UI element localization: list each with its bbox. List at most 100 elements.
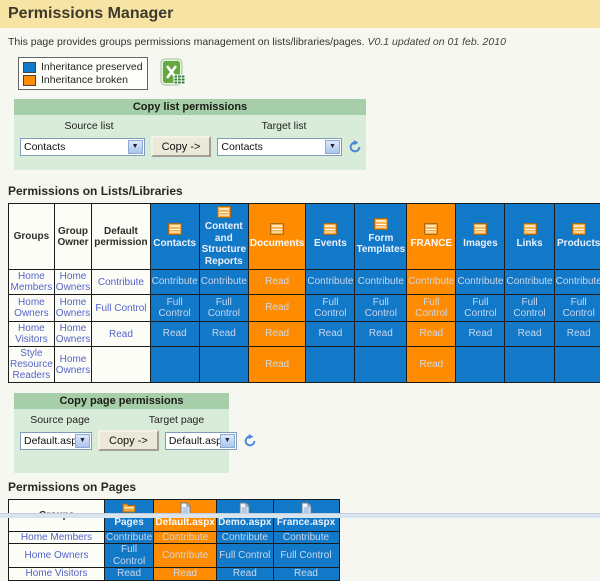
source-list-value: Contacts bbox=[21, 141, 128, 153]
permission-cell: Contribute bbox=[150, 270, 199, 295]
source-page-value: Default.aspx bbox=[21, 435, 75, 447]
default-permission-cell: Full Control bbox=[92, 295, 150, 322]
permission-cell: Contribute bbox=[306, 270, 355, 295]
refresh-icon[interactable] bbox=[348, 140, 362, 154]
group-link[interactable]: Home Visitors bbox=[15, 323, 48, 345]
legend-item-preserved: Inheritance preserved bbox=[23, 61, 143, 73]
copy-list-permissions-panel: Copy list permissions Source list Target… bbox=[14, 99, 366, 170]
page-description: This page provides groups permissions ma… bbox=[8, 36, 600, 48]
table-row: Home Owners Full Control Contribute Full… bbox=[9, 544, 340, 568]
panel-title: Copy page permissions bbox=[14, 393, 229, 409]
target-list-dropdown[interactable]: Contacts ▼ bbox=[217, 138, 342, 156]
target-page-dropdown[interactable]: Default.aspx ▼ bbox=[165, 432, 237, 450]
permission-cell bbox=[150, 347, 199, 383]
permission-cell: Contribute bbox=[105, 531, 154, 544]
owner-link[interactable]: Home Owners bbox=[56, 354, 90, 376]
table-row: Home Members Contribute Contribute Contr… bbox=[9, 531, 340, 544]
lists-permissions-table: Groups Group Owner Default permission Co… bbox=[8, 203, 600, 383]
target-list-label: Target list bbox=[214, 120, 354, 132]
owner-link[interactable]: Home Owners bbox=[56, 297, 90, 319]
permission-cell: Read bbox=[505, 322, 554, 347]
list-icon bbox=[152, 223, 198, 237]
permission-cell: Contribute bbox=[273, 531, 339, 544]
owner-link[interactable]: Home Owners bbox=[56, 323, 90, 345]
group-link[interactable]: Home Visitors bbox=[25, 568, 87, 579]
source-list-dropdown[interactable]: Contacts ▼ bbox=[20, 138, 145, 156]
column-header-documents: Documents bbox=[248, 204, 305, 270]
permission-cell: Full Control bbox=[554, 295, 600, 322]
source-page-dropdown[interactable]: Default.aspx ▼ bbox=[20, 432, 92, 450]
permission-cell: Contribute bbox=[554, 270, 600, 295]
group-cell: Home Members bbox=[9, 270, 55, 295]
column-header-form-templates: Form Templates bbox=[355, 204, 407, 270]
group-link[interactable]: Home Members bbox=[21, 532, 92, 543]
legend-label: Inheritance preserved bbox=[41, 61, 143, 73]
permission-cell: Full Control bbox=[105, 544, 154, 568]
permission-cell: Read bbox=[355, 322, 407, 347]
panel-labels: Source page Target page bbox=[14, 409, 229, 426]
table-row: Home Visitors Read Read Read Read bbox=[9, 568, 340, 581]
group-owner-header: Group Owner bbox=[54, 204, 91, 270]
refresh-icon[interactable] bbox=[243, 434, 257, 448]
legend-item-broken: Inheritance broken bbox=[23, 74, 143, 86]
table-row: Home Owners Home Owners Full Control Ful… bbox=[9, 295, 600, 322]
column-header-france: FRANCE bbox=[407, 204, 456, 270]
target-page-value: Default.aspx bbox=[166, 435, 220, 447]
source-page-label: Source page bbox=[14, 414, 106, 426]
permission-cell: Read bbox=[554, 322, 600, 347]
owner-link[interactable]: Home Owners bbox=[56, 271, 90, 293]
group-cell: Home Visitors bbox=[9, 322, 55, 347]
owner-cell: Home Owners bbox=[54, 322, 91, 347]
permission-cell: Read bbox=[248, 347, 305, 383]
default-permission-cell: Contribute bbox=[92, 270, 150, 295]
permission-cell: Full Control bbox=[217, 544, 273, 568]
group-link[interactable]: Style Resource Readers bbox=[10, 348, 53, 381]
column-label: Products bbox=[556, 238, 600, 250]
target-list-value: Contacts bbox=[218, 141, 325, 153]
permission-cell: Contribute bbox=[154, 531, 217, 544]
permission-cell: Full Control bbox=[355, 295, 407, 322]
inheritance-legend: Inheritance preserved Inheritance broken bbox=[18, 57, 148, 90]
copy-page-permissions-panel: Copy page permissions Source page Target… bbox=[14, 393, 229, 473]
permission-cell: Read bbox=[154, 568, 217, 581]
excel-export-icon[interactable] bbox=[160, 58, 186, 89]
list-icon bbox=[457, 223, 503, 237]
copy-list-button[interactable]: Copy -> bbox=[151, 136, 212, 157]
column-label: Images bbox=[457, 238, 503, 250]
table-row: Home Visitors Home Owners Read Read Read… bbox=[9, 322, 600, 347]
legend-label: Inheritance broken bbox=[41, 74, 128, 86]
column-label: Pages bbox=[106, 517, 152, 529]
description-text: This page provides groups permissions ma… bbox=[8, 36, 365, 48]
table-row: Style Resource Readers Home Owners Read … bbox=[9, 347, 600, 383]
permission-cell: Contribute bbox=[199, 270, 248, 295]
permission-cell: Read bbox=[407, 322, 456, 347]
target-page-label: Target page bbox=[134, 414, 219, 426]
list-icon bbox=[506, 223, 552, 237]
pages-permissions-table: Groups Pages Default.aspx Demo.aspx Fran… bbox=[8, 499, 340, 581]
copy-page-button[interactable]: Copy -> bbox=[98, 430, 159, 451]
chevron-down-icon: ▼ bbox=[75, 434, 90, 448]
title-bar: Permissions Manager bbox=[0, 0, 600, 28]
permission-cell: Full Control bbox=[456, 295, 505, 322]
permission-cell bbox=[306, 347, 355, 383]
permission-cell: Full Control bbox=[306, 295, 355, 322]
column-header-links: Links bbox=[505, 204, 554, 270]
permission-cell: Contribute bbox=[355, 270, 407, 295]
column-header-images: Images bbox=[456, 204, 505, 270]
permission-cell bbox=[199, 347, 248, 383]
column-label: Contacts bbox=[152, 238, 198, 250]
group-link[interactable]: Home Owners bbox=[14, 297, 48, 319]
permission-cell: Full Control bbox=[273, 544, 339, 568]
permission-cell: Contribute bbox=[217, 531, 273, 544]
list-icon bbox=[250, 223, 304, 237]
permission-cell: Contribute bbox=[456, 270, 505, 295]
chevron-down-icon: ▼ bbox=[220, 434, 235, 448]
column-label: Form Templates bbox=[356, 233, 405, 256]
group-cell: Home Owners bbox=[9, 295, 55, 322]
permission-cell: Read bbox=[248, 295, 305, 322]
owner-cell: Home Owners bbox=[54, 295, 91, 322]
group-link[interactable]: Home Members bbox=[11, 271, 53, 293]
groups-header: Groups bbox=[9, 204, 55, 270]
column-label: Default.aspx bbox=[155, 517, 215, 529]
group-link[interactable]: Home Owners bbox=[25, 550, 89, 561]
